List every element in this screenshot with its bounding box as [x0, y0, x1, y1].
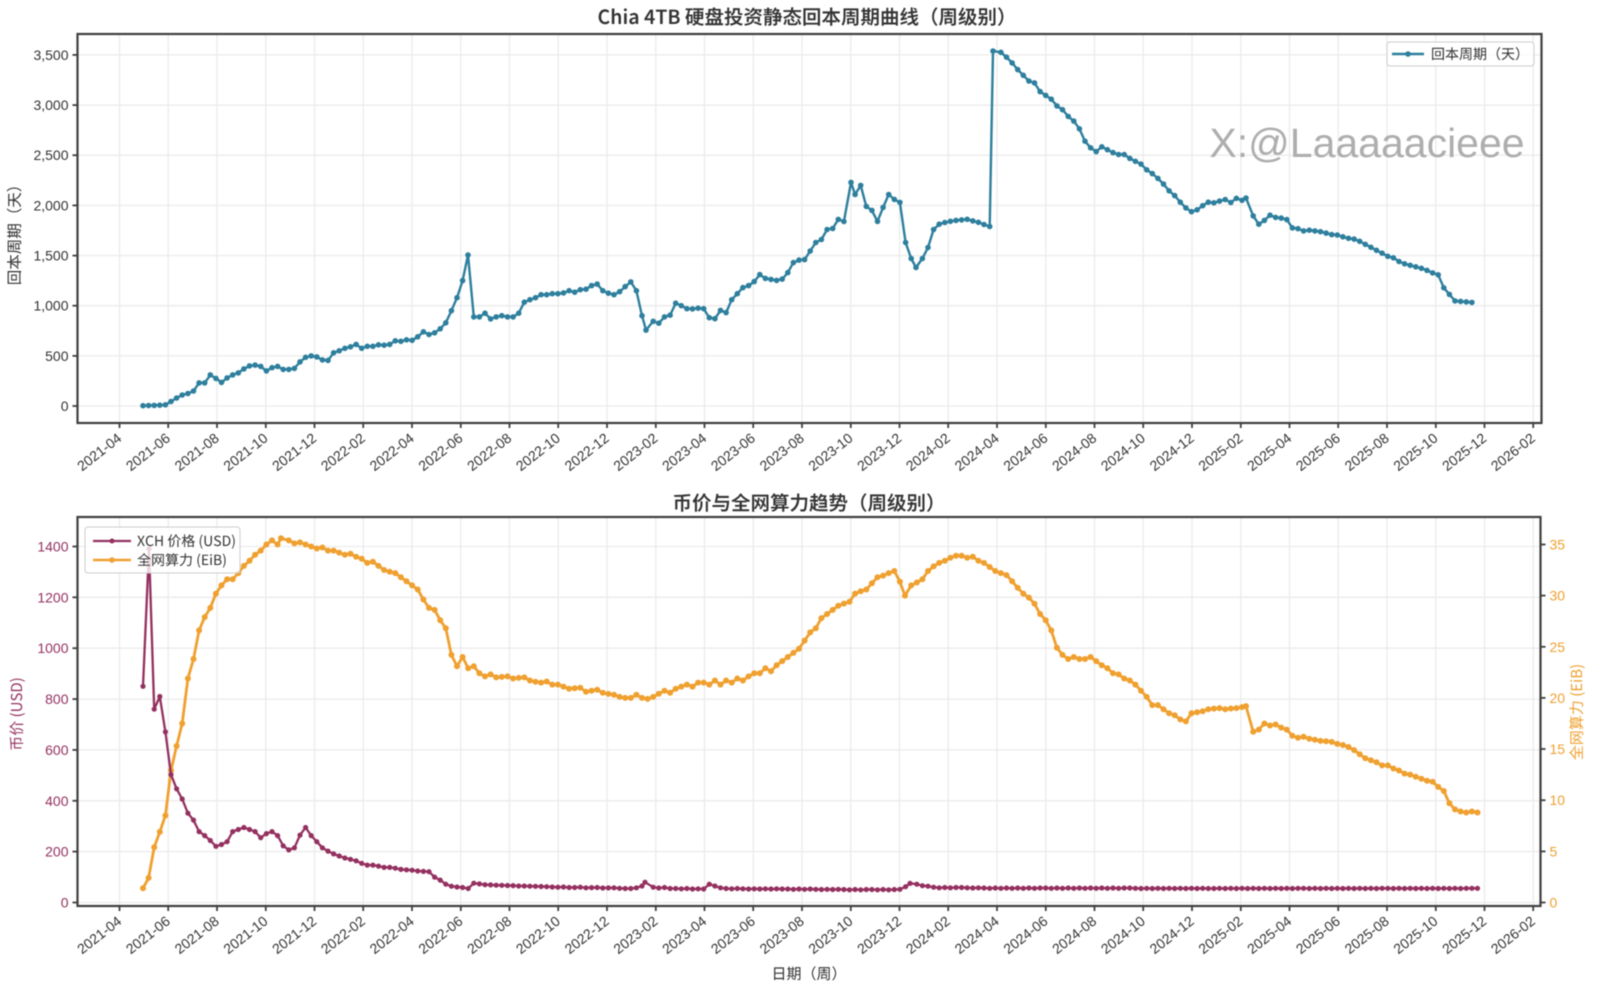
- svg-text:0: 0: [1550, 895, 1558, 911]
- svg-text:2,500: 2,500: [33, 147, 68, 163]
- svg-text:1,500: 1,500: [33, 248, 68, 264]
- svg-text:800: 800: [45, 691, 69, 707]
- svg-text:X:@Laaaaacieee: X:@Laaaaacieee: [1209, 120, 1524, 166]
- svg-text:20: 20: [1550, 690, 1566, 706]
- svg-text:1,000: 1,000: [33, 298, 68, 314]
- svg-text:5: 5: [1550, 843, 1558, 859]
- svg-text:3,000: 3,000: [33, 97, 68, 113]
- svg-text:15: 15: [1550, 741, 1566, 757]
- svg-text:2,000: 2,000: [33, 197, 68, 213]
- svg-text:600: 600: [45, 742, 69, 758]
- svg-text:0: 0: [61, 398, 69, 414]
- svg-text:1000: 1000: [37, 640, 68, 656]
- svg-text:200: 200: [45, 844, 69, 860]
- svg-text:30: 30: [1550, 588, 1566, 604]
- svg-text:500: 500: [45, 348, 69, 364]
- svg-text:400: 400: [45, 793, 69, 809]
- svg-text:10: 10: [1550, 792, 1566, 808]
- svg-text:35: 35: [1550, 537, 1566, 553]
- svg-text:25: 25: [1550, 639, 1566, 655]
- svg-text:1200: 1200: [37, 589, 68, 605]
- svg-text:3,500: 3,500: [33, 47, 68, 63]
- svg-text:1400: 1400: [37, 539, 68, 555]
- svg-text:0: 0: [61, 895, 69, 911]
